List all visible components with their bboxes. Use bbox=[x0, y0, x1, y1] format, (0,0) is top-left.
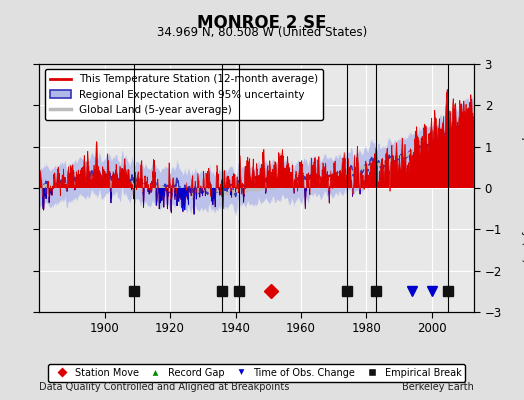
Legend: Station Move, Record Gap, Time of Obs. Change, Empirical Break: Station Move, Record Gap, Time of Obs. C… bbox=[48, 364, 465, 382]
Text: Data Quality Controlled and Aligned at Breakpoints: Data Quality Controlled and Aligned at B… bbox=[39, 382, 290, 392]
Text: MONROE 2 SE: MONROE 2 SE bbox=[197, 14, 327, 32]
Text: Berkeley Earth: Berkeley Earth bbox=[402, 382, 474, 392]
Y-axis label: Temperature Anomaly (°C): Temperature Anomaly (°C) bbox=[521, 114, 524, 262]
Text: 34.969 N, 80.508 W (United States): 34.969 N, 80.508 W (United States) bbox=[157, 26, 367, 39]
